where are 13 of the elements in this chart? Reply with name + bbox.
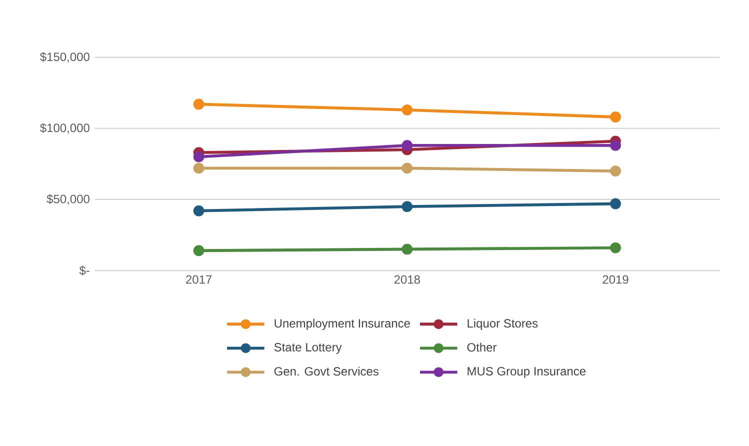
legend-label: Other: [467, 342, 497, 352]
y-tick-label: $50,000: [46, 194, 90, 204]
legend-label: Liquor Stores: [468, 318, 538, 330]
y-tick-label: $100,000: [40, 122, 90, 134]
x-tick-label: 2017: [186, 275, 212, 284]
x-tick-label: 2018: [394, 275, 420, 284]
x-tick-label: 2019: [602, 275, 628, 284]
y-tick-label: $150,000: [40, 52, 90, 62]
y-tick-label: $-: [79, 265, 90, 276]
legend-label: MUS Group Insurance: [468, 366, 586, 378]
legend-label: Unemployment Insurance: [274, 318, 410, 330]
legend-label: State Lottery: [274, 342, 342, 354]
legend-label: Gen. Govt Services: [274, 366, 378, 376]
